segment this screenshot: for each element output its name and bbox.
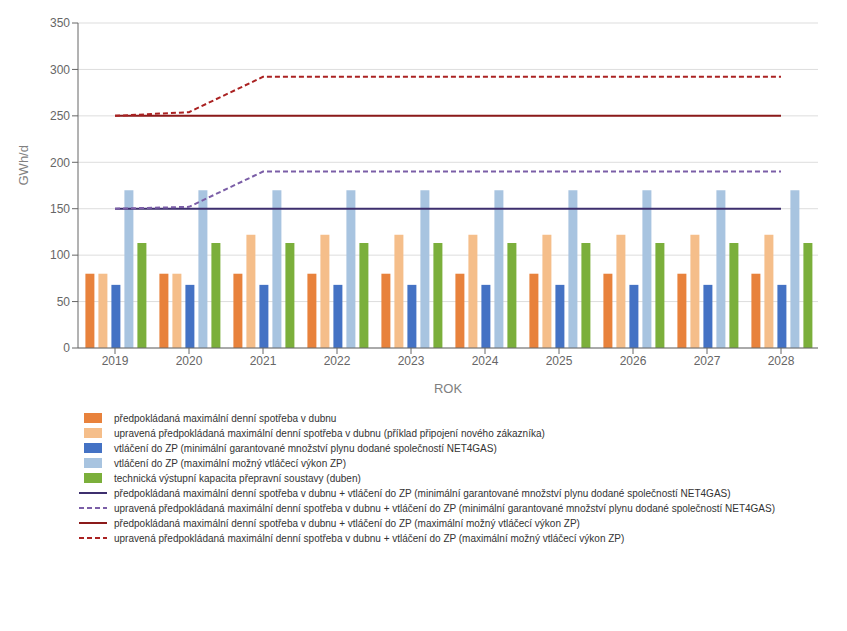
html-text:upravená předpokládaná maximál: upravená předpokládaná maximální denní s…	[114, 532, 625, 544]
html-text:předpokládaná maximální denní: předpokládaná maximální denní spotřeba v…	[114, 517, 580, 529]
html-text:předpokládaná maximální denní: předpokládaná maximální denní spotřeba v…	[114, 487, 731, 499]
html-text:vtláčení do ZP (minimální gara: vtláčení do ZP (minimální garantované mn…	[114, 442, 497, 454]
html-text:upravená předpokládaná maximál: upravená předpokládaná maximální denní s…	[114, 502, 775, 514]
svg-text:150: 150	[50, 202, 70, 216]
svg-text:2024: 2024	[472, 354, 499, 368]
html-text:vtláčení do ZP (maximální možn: vtláčení do ZP (maximální možný vtláčecí…	[114, 457, 347, 469]
svg-text:50: 50	[57, 295, 71, 309]
html-text:technická výstupní kapacita př: technická výstupní kapacita přepravní so…	[114, 472, 361, 484]
svg-text:2019: 2019	[102, 354, 129, 368]
svg-text:2023: 2023	[398, 354, 425, 368]
svg-text:GWh/d: GWh/d	[16, 145, 31, 185]
svg-text:200: 200	[50, 156, 70, 170]
svg-text:250: 250	[50, 109, 70, 123]
svg-text:2028: 2028	[768, 354, 795, 368]
html-text:předpokládaná maximální denní: předpokládaná maximální denní spotřeba v…	[114, 412, 337, 424]
svg-text:2026: 2026	[620, 354, 647, 368]
svg-text:350: 350	[50, 16, 70, 30]
svg-text:2021: 2021	[250, 354, 277, 368]
svg-text:2020: 2020	[176, 354, 203, 368]
html-text:upravená předpokládaná maximál: upravená předpokládaná maximální denní s…	[114, 427, 545, 439]
svg-text:100: 100	[50, 248, 70, 262]
svg-text:ROK: ROK	[434, 381, 463, 396]
svg-text:2025: 2025	[546, 354, 573, 368]
svg-text:0: 0	[63, 341, 70, 355]
svg-text:2027: 2027	[694, 354, 721, 368]
svg-text:300: 300	[50, 63, 70, 77]
svg-text:2022: 2022	[324, 354, 351, 368]
